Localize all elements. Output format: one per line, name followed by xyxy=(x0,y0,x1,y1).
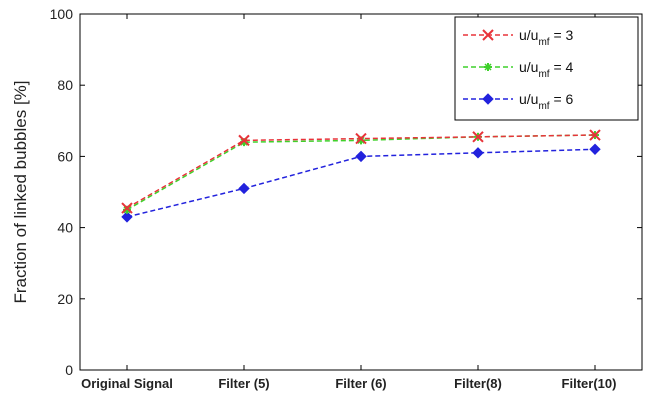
data-point xyxy=(121,202,133,214)
x-tick-label: Filter (6) xyxy=(335,376,386,391)
x-tick-label: Original Signal xyxy=(81,376,173,391)
data-point xyxy=(355,150,367,163)
data-point xyxy=(472,147,484,159)
data-point xyxy=(121,211,133,223)
legend-label: u/umf = 4 xyxy=(519,59,574,80)
data-point xyxy=(589,129,601,141)
legend-marker xyxy=(482,29,494,41)
x-tick-label: Filter(8) xyxy=(454,376,502,391)
legend-marker xyxy=(484,63,492,71)
y-tick-label: 60 xyxy=(57,148,73,164)
y-tick-label: 80 xyxy=(57,77,73,93)
y-axis: 0 20 40 60 80 100 xyxy=(50,6,642,378)
data-point xyxy=(472,131,484,143)
legend-item: u/umf = 6 xyxy=(463,91,574,112)
data-point xyxy=(238,134,250,147)
legend-label: u/umf = 6 xyxy=(519,91,574,112)
y-tick-label: 0 xyxy=(65,362,73,378)
legend-label: u/umf = 3 xyxy=(519,27,574,48)
legend-item: u/umf = 3 xyxy=(463,27,574,48)
x-tick-label: Filter (5) xyxy=(218,376,269,391)
series-3 xyxy=(121,143,601,223)
series-group xyxy=(121,129,601,223)
y-axis-title: Fraction of linked bubbles [%] xyxy=(11,80,30,303)
x-tick-label: Filter(10) xyxy=(562,376,617,391)
y-tick-label: 100 xyxy=(50,6,74,22)
legend-marker xyxy=(482,93,494,105)
data-point xyxy=(589,143,601,155)
y-tick-label: 40 xyxy=(57,220,73,236)
legend: u/umf = 3 u/umf = 4 u/umf = 6 xyxy=(454,16,639,121)
data-point xyxy=(238,182,250,195)
data-point xyxy=(355,132,367,145)
y-tick-label: 20 xyxy=(57,291,73,307)
x-axis: Original Signal Filter (5) Filter (6) Filte… xyxy=(81,14,616,391)
series-1 xyxy=(121,129,601,214)
legend-item: u/umf = 4 xyxy=(463,59,574,80)
